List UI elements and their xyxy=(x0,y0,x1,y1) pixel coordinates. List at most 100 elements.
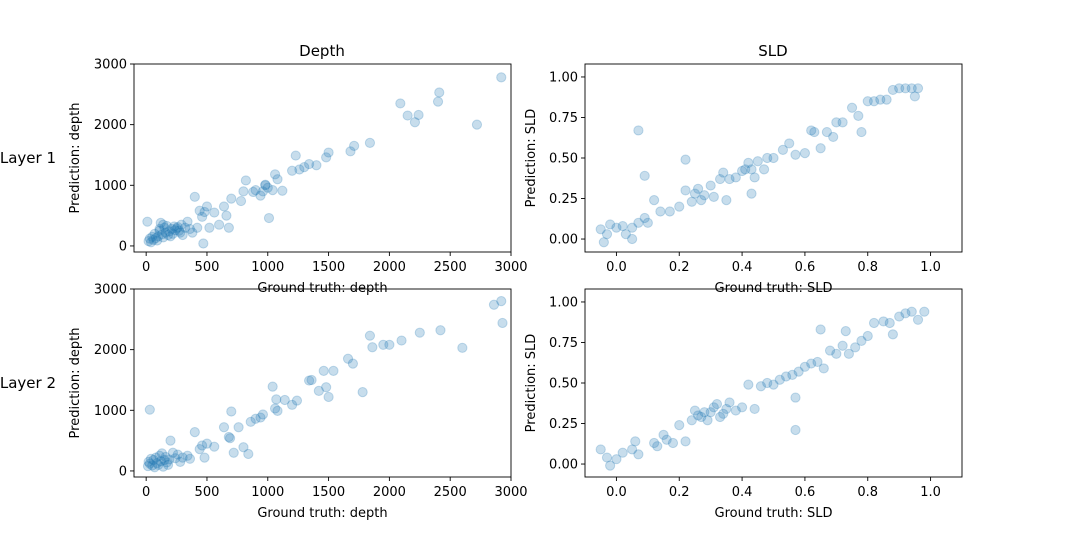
data-point xyxy=(831,117,842,128)
data-point xyxy=(633,125,644,136)
data-point xyxy=(768,152,779,164)
y-tick-label: 0 xyxy=(119,464,127,479)
data-point xyxy=(696,411,707,423)
x-tick-label: 1.0 xyxy=(920,260,941,275)
data-point xyxy=(724,397,735,408)
data-point xyxy=(167,447,179,458)
data-point xyxy=(291,395,303,406)
data-point xyxy=(145,453,157,464)
data-point xyxy=(824,345,836,356)
y-tick-label: 1.00 xyxy=(549,70,578,85)
data-point xyxy=(304,158,315,170)
data-point xyxy=(260,179,271,190)
data-point xyxy=(705,180,716,191)
data-point xyxy=(749,172,760,183)
data-point xyxy=(154,225,165,236)
data-point xyxy=(164,226,175,237)
x-tick-label: 0.4 xyxy=(732,260,753,275)
data-point xyxy=(815,324,826,335)
x-tick-label: 1000 xyxy=(251,485,284,500)
data-point xyxy=(171,223,182,234)
y-tick-label: 2000 xyxy=(94,343,127,358)
data-point xyxy=(496,72,507,83)
data-point xyxy=(601,452,613,463)
data-point xyxy=(177,229,188,241)
data-point xyxy=(349,140,360,151)
data-point xyxy=(166,223,177,235)
data-point xyxy=(396,335,407,346)
data-point xyxy=(321,152,332,163)
data-point xyxy=(736,402,748,413)
data-point xyxy=(856,126,867,138)
y-tick-label: 0 xyxy=(119,239,127,254)
data-point xyxy=(630,436,641,447)
data-point xyxy=(224,433,236,444)
data-point xyxy=(840,326,851,337)
data-point xyxy=(790,149,801,160)
data-point xyxy=(601,229,613,240)
data-point xyxy=(680,185,691,196)
data-point xyxy=(269,403,281,414)
data-point xyxy=(250,413,261,424)
data-point xyxy=(435,325,446,336)
x-tick-label: 500 xyxy=(195,485,220,500)
data-point xyxy=(488,299,500,310)
data-point xyxy=(160,227,171,238)
data-point xyxy=(170,225,181,236)
data-point xyxy=(173,225,185,236)
data-point xyxy=(686,196,697,207)
data-point xyxy=(144,458,155,469)
data-point xyxy=(347,358,359,369)
data-point xyxy=(743,157,754,168)
data-point xyxy=(912,83,924,94)
data-point xyxy=(175,456,186,467)
data-point xyxy=(900,308,911,319)
data-point xyxy=(821,126,833,138)
column-title-sld: SLD xyxy=(758,42,787,60)
data-point xyxy=(642,217,653,228)
data-point xyxy=(633,449,644,460)
data-point xyxy=(263,212,275,224)
data-point xyxy=(177,452,188,463)
data-point xyxy=(639,170,650,181)
data-point xyxy=(272,405,283,416)
data-point xyxy=(649,195,660,206)
data-point xyxy=(198,238,209,249)
data-point xyxy=(881,94,892,105)
data-point xyxy=(868,96,880,107)
data-point xyxy=(693,183,704,194)
data-point xyxy=(165,231,176,242)
x-tick-label: 1.0 xyxy=(920,485,941,500)
x-tick-label: 0.2 xyxy=(669,485,690,500)
data-point xyxy=(689,188,701,199)
data-point xyxy=(255,412,266,423)
data-point xyxy=(165,435,176,446)
y-tick-label: 1000 xyxy=(94,179,127,194)
data-point xyxy=(862,96,873,107)
y-axis-label: Prediction: depth xyxy=(68,103,83,214)
data-point xyxy=(323,391,334,403)
x-tick-label: 3000 xyxy=(494,485,527,500)
data-point xyxy=(784,138,795,149)
data-point xyxy=(758,164,770,175)
data-point xyxy=(686,415,697,426)
data-point xyxy=(306,374,317,386)
data-point xyxy=(345,146,356,157)
data-point xyxy=(680,154,691,165)
data-point xyxy=(144,404,155,415)
x-tick-label: 0.0 xyxy=(606,485,627,500)
data-point xyxy=(777,144,789,155)
data-point xyxy=(144,233,155,244)
data-point xyxy=(699,190,710,201)
data-point xyxy=(257,409,269,420)
data-point xyxy=(714,411,726,423)
data-point xyxy=(143,456,154,467)
data-point xyxy=(172,222,183,233)
data-point xyxy=(815,143,826,154)
data-point xyxy=(906,83,917,94)
data-point xyxy=(187,227,198,238)
subplot-layer1-depth: 0 500 1000 1500 2000 2500 3000 0 1000 2000 3000 Gro… xyxy=(68,58,528,297)
data-point xyxy=(223,222,234,233)
data-point xyxy=(434,87,445,98)
data-point xyxy=(214,219,225,230)
